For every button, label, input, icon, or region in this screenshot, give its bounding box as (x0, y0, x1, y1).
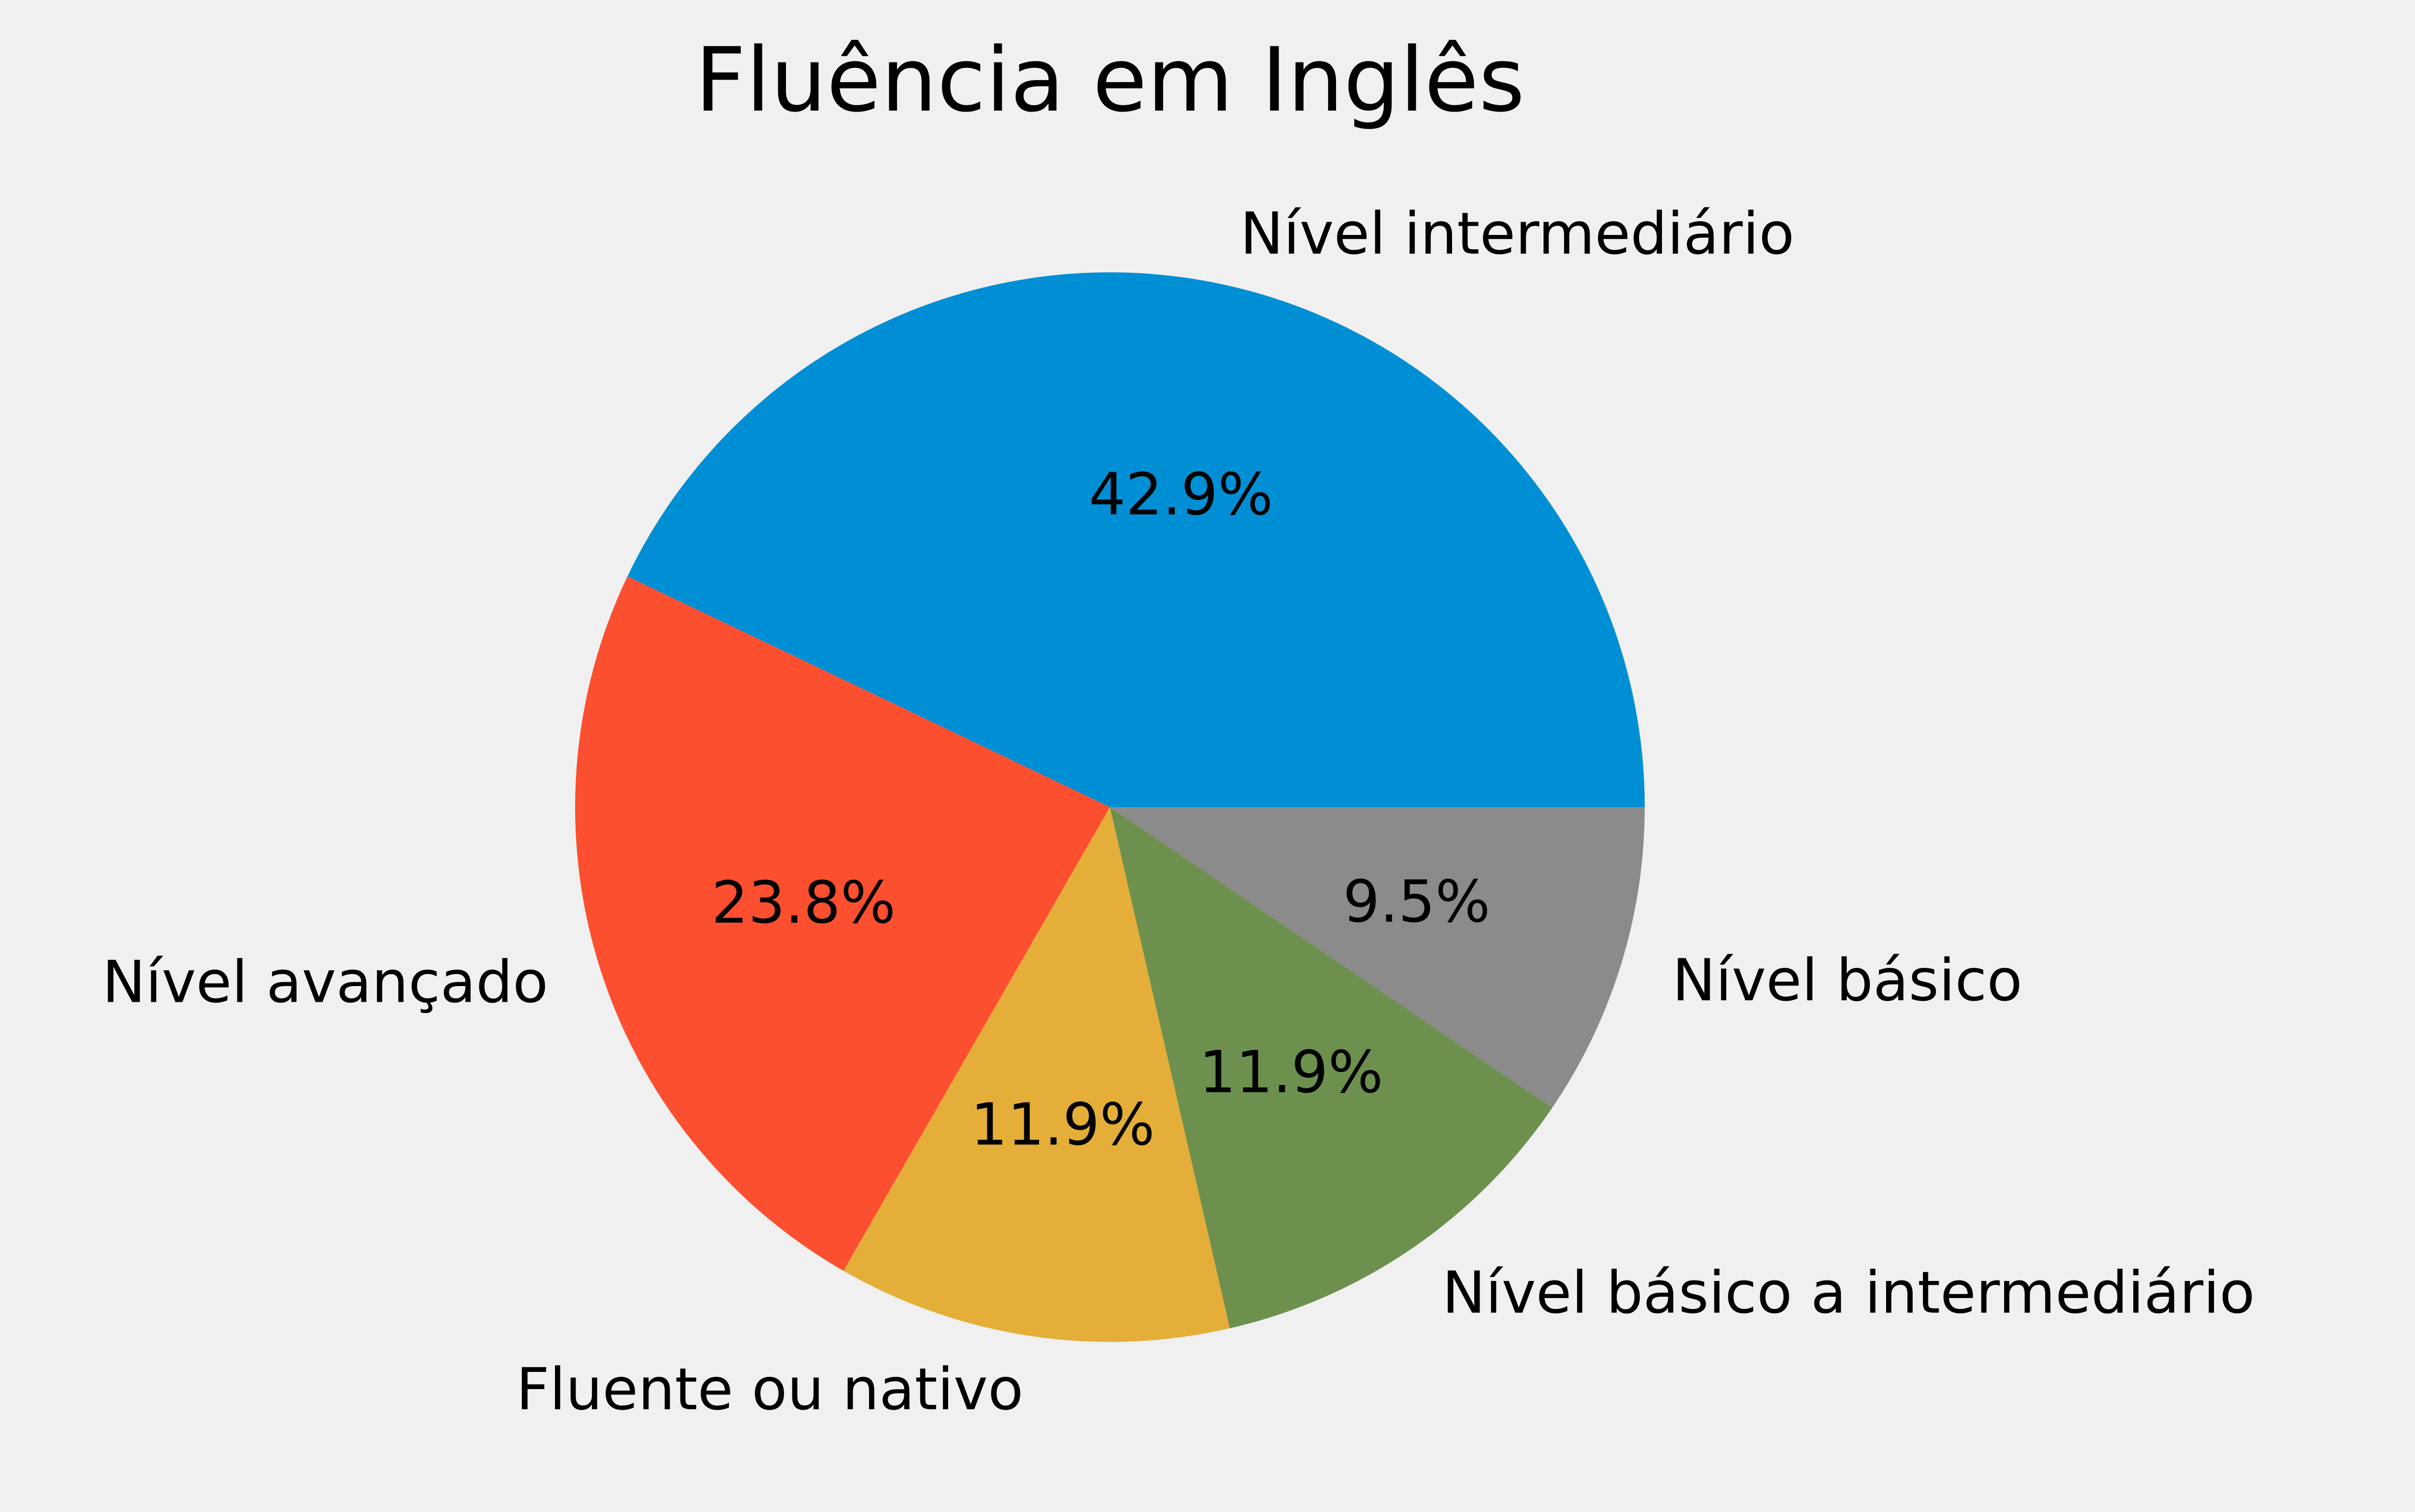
slice-labels: Nível intermediário Nível avançado Fluente… (102, 200, 2255, 1423)
percent-labels: 42.9% 23.8% 11.9% 11.9% 9.5% (711, 460, 1490, 1158)
pie-slices (575, 272, 1645, 1342)
pie-slice (1110, 807, 1552, 1329)
slice-label: Nível intermediário (1240, 200, 1795, 267)
chart-title: Fluência em Inglês (695, 29, 1525, 132)
percent-label: 11.9% (1199, 1038, 1383, 1106)
slice-label: Nível avançado (102, 948, 548, 1016)
pie-slice (627, 272, 1645, 807)
slice-label: Nível básico a intermediário (1442, 1259, 2255, 1327)
percent-label: 11.9% (971, 1091, 1155, 1159)
percent-label: 9.5% (1343, 868, 1490, 935)
pie-slice (1110, 807, 1645, 1108)
pie-slice (843, 807, 1230, 1342)
slice-label: Fluente ou nativo (516, 1355, 1023, 1423)
percent-label: 42.9% (1089, 460, 1273, 528)
percent-label: 23.8% (711, 869, 896, 936)
pie-slice (575, 576, 1110, 1271)
slice-label: Nível básico (1672, 946, 2022, 1014)
